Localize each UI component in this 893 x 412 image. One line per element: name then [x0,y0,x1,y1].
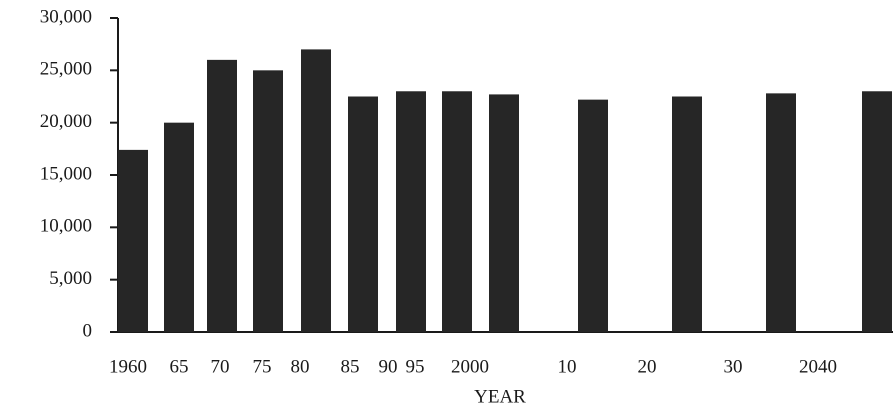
x-tick-label: 75 [253,356,272,377]
bar [578,99,608,332]
bar [489,94,519,332]
bar [442,91,472,333]
x-tick-label: 90 [379,356,398,377]
bar [766,93,796,332]
bar [253,70,283,332]
x-tick-label: 2040 [799,356,837,377]
x-tick-label: 20 [638,356,657,377]
y-tick-label: 15,000 [40,163,92,184]
bar [301,49,331,333]
x-tick-label: 65 [170,356,189,377]
y-tick-label: 25,000 [40,59,92,80]
bar [348,96,378,332]
x-axis-label: YEAR [474,386,526,407]
x-tick-label: 80 [291,356,310,377]
bar [207,59,237,332]
bar [672,96,702,332]
x-tick-label: 1960 [109,356,147,377]
x-tick-label: 30 [724,356,743,377]
y-tick-label: 0 [83,320,93,341]
x-tick-label: 10 [558,356,577,377]
x-tick-label: 85 [341,356,360,377]
bar [396,91,426,333]
y-tick-label: 30,000 [40,6,92,27]
y-tick-label: 20,000 [40,111,92,132]
y-tick-label: 5,000 [49,268,92,289]
bar [164,122,194,333]
bar [118,149,148,332]
x-tick-label: 70 [211,356,230,377]
y-tick-label: 10,000 [40,216,92,237]
x-tick-label: 95 [406,356,425,377]
bar [862,91,892,333]
x-tick-label: 2000 [451,356,489,377]
